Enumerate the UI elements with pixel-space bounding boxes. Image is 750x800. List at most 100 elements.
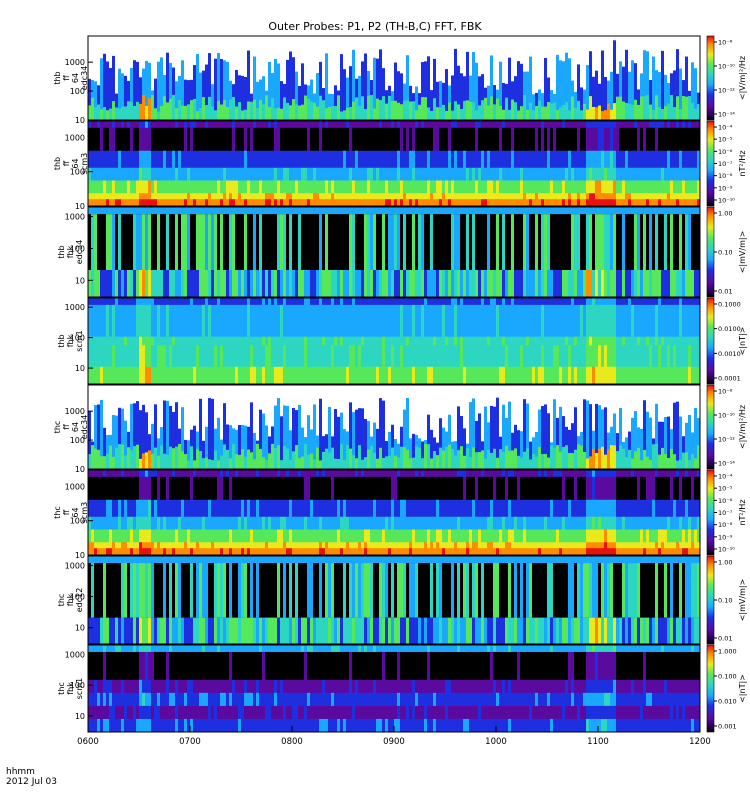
spectrum-column-low: [667, 457, 670, 469]
spectrum-column: [187, 80, 190, 120]
spectrum-cell: [151, 529, 154, 543]
spectrum-cell: [148, 336, 151, 346]
spectrum-cell: [457, 180, 460, 194]
spectrum-column: [406, 397, 409, 469]
spectrum-cell: [472, 304, 475, 338]
spectrum-cell: [541, 127, 544, 152]
spectrum-column-low: [121, 444, 124, 469]
spectrum-cell: [574, 199, 577, 207]
spectrum-cell: [94, 270, 97, 297]
spectrum-cell: [448, 470, 451, 478]
spectrum-cell: [133, 470, 136, 478]
spectrum-column-low: [463, 455, 466, 469]
spectrum-cell: [193, 529, 196, 543]
spectrum-cell: [379, 516, 382, 530]
spectrum-cell: [460, 516, 463, 530]
spectrum-cell: [412, 304, 415, 338]
spectrum-cell: [280, 476, 283, 501]
spectrum-cell: [301, 499, 304, 518]
spectrum-column: [298, 85, 301, 120]
spectrum-cell: [310, 199, 313, 207]
spectrum-column-low: [481, 100, 484, 120]
spectrum-cell: [295, 304, 298, 338]
spectrum-column-low: [112, 101, 115, 120]
spectrum-cell: [688, 127, 691, 152]
spectrum-cell: [451, 199, 454, 207]
spectrum-cell: [334, 470, 337, 478]
spectrum-cell: [226, 193, 229, 200]
spectrum-cell: [451, 470, 454, 478]
spectrum-cell: [268, 167, 271, 181]
spectrum-cell: [202, 207, 205, 215]
spectrum-cell: [283, 345, 286, 368]
spectrum-cell: [115, 150, 118, 169]
spectrum-cell: [145, 548, 148, 556]
spectrum-cell: [262, 270, 265, 297]
spectrum-column: [679, 68, 682, 120]
spectrum-cell: [199, 199, 202, 207]
spectrum-cell: [250, 193, 253, 200]
spectrum-cell: [583, 345, 586, 368]
spectrum-column: [451, 75, 454, 120]
spectrum-column-low: [619, 96, 622, 120]
spectrum-cell: [487, 345, 490, 368]
spectrum-cell: [238, 180, 241, 194]
spectrum-cell: [391, 470, 394, 478]
spectrum-cell: [127, 345, 130, 368]
spectrum-cell: [118, 336, 121, 346]
spectrum-cell: [361, 476, 364, 501]
spectrum-cell: [487, 304, 490, 338]
spectrum-cell: [358, 180, 361, 194]
spectrum-column-low: [169, 446, 172, 469]
spectrum-cell: [148, 476, 151, 501]
spectrum-cell: [463, 207, 466, 215]
spectrum-cell: [223, 529, 226, 543]
spectrum-cell: [697, 345, 700, 368]
spectrum-column: [520, 431, 523, 469]
spectrum-cell: [625, 214, 628, 270]
spectrum-cell: [442, 121, 445, 129]
spectrum-cell: [103, 529, 106, 543]
spectrum-column-low: [451, 449, 454, 469]
spectrum-column-low: [283, 446, 286, 469]
spectrum-cell: [292, 270, 295, 297]
spectrum-cell: [319, 207, 322, 215]
spectrum-cell: [121, 548, 124, 556]
spectrum-cell: [451, 476, 454, 501]
spectrum-cell: [478, 470, 481, 478]
spectrum-cell: [643, 150, 646, 169]
spectrum-cell: [403, 499, 406, 518]
spectrum-cell: [298, 499, 301, 518]
spectrum-cell: [400, 542, 403, 549]
spectrum-cell: [130, 150, 133, 169]
spectrum-cell: [625, 270, 628, 297]
spectrum-cell: [556, 270, 559, 297]
spectrum-column-low: [157, 111, 160, 120]
spectrum-cell: [514, 199, 517, 207]
spectrum-cell: [280, 298, 283, 306]
spectrum-cell: [628, 167, 631, 181]
spectrum-cell: [181, 516, 184, 530]
spectrum-cell: [268, 207, 271, 215]
spectrum-cell: [238, 214, 241, 270]
spectrum-cell: [529, 270, 532, 297]
spectrum-cell: [364, 529, 367, 543]
spectrum-cell: [679, 336, 682, 346]
spectrum-cell: [247, 214, 250, 270]
spectrum-cell: [529, 214, 532, 270]
spectrum-cell: [661, 270, 664, 297]
spectrum-column-low: [544, 106, 547, 120]
spectrum-cell: [382, 542, 385, 549]
spectrum-cell: [274, 214, 277, 270]
spectrum-cell: [313, 366, 316, 385]
spectrum-cell: [565, 167, 568, 181]
spectrum-column: [154, 78, 157, 120]
spectrum-cell: [589, 199, 592, 207]
spectrum-cell: [100, 516, 103, 530]
spectrum-cell: [691, 366, 694, 385]
spectrum-cell: [499, 529, 502, 543]
spectrum-cell: [373, 499, 376, 518]
spectrum-cell: [691, 336, 694, 346]
spectrum-cell: [205, 214, 208, 270]
spectrum-cell: [280, 121, 283, 129]
